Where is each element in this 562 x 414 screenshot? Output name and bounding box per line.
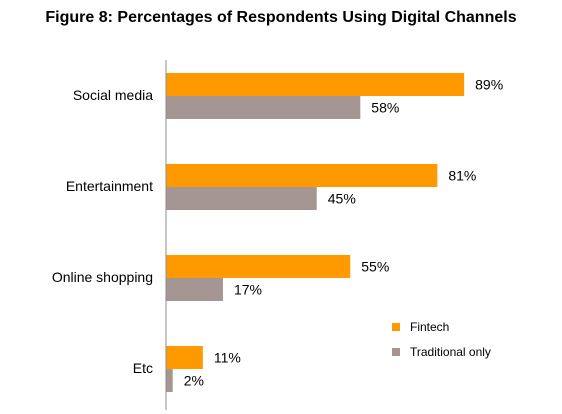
bar-traditional-only-entertainment (166, 187, 317, 210)
data-label-fintech-online-shopping: 55% (361, 259, 389, 275)
bar-traditional-only-social-media (166, 96, 361, 119)
data-label-fintech-etc: 11% (214, 350, 241, 366)
legend-swatch-traditional-only (392, 348, 400, 356)
data-label-fintech-entertainment: 81% (448, 168, 476, 184)
bar-fintech-etc (166, 346, 203, 369)
category-label-online-shopping: Online shopping (52, 269, 153, 285)
bars-layer (166, 73, 465, 392)
legend-swatch-fintech (392, 323, 400, 331)
data-label-fintech-social-media: 89% (475, 77, 503, 93)
bar-fintech-online-shopping (166, 255, 351, 278)
category-label-etc: Etc (133, 360, 153, 376)
bar-fintech-social-media (166, 73, 465, 96)
data-label-traditional-only-online-shopping: 17% (234, 282, 262, 298)
legend-label-fintech: Fintech (410, 320, 449, 334)
data-label-traditional-only-etc: 2% (184, 373, 204, 389)
bar-fintech-entertainment (166, 164, 438, 187)
legend: Fintech Traditional only (392, 320, 491, 359)
chart-title: Figure 8: Percentages of Respondents Usi… (45, 9, 517, 26)
data-label-traditional-only-entertainment: 45% (328, 191, 356, 207)
bar-traditional-only-etc (166, 369, 173, 392)
category-label-entertainment: Entertainment (66, 178, 153, 194)
bar-traditional-only-online-shopping (166, 278, 223, 301)
labels-layer: Social media 89% 58% Entertainment 81% 45% Onl… (52, 77, 503, 389)
legend-label-traditional-only: Traditional only (410, 345, 491, 359)
data-label-traditional-only-social-media: 58% (371, 100, 399, 116)
category-label-social-media: Social media (73, 87, 153, 103)
